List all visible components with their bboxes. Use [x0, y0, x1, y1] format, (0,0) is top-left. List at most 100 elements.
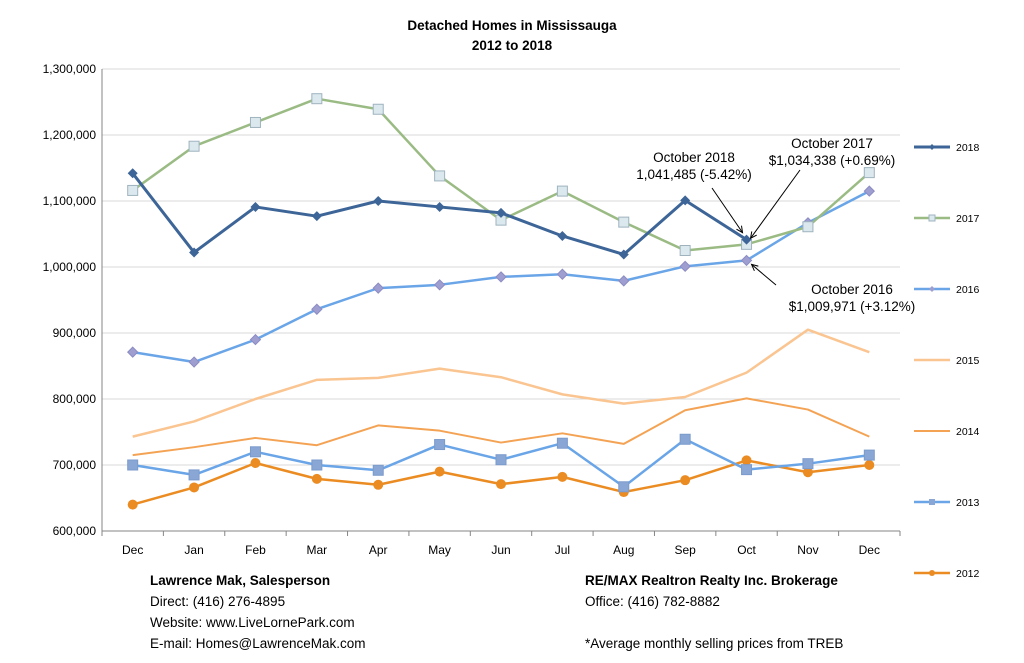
brokerage-name: RE/MAX Realtron Realty Inc. Brokerage [585, 573, 838, 588]
data-point [802, 458, 814, 470]
data-point [863, 449, 875, 461]
data-point [250, 458, 261, 469]
series-line [132, 397, 870, 457]
series-2015 [132, 328, 870, 438]
data-point [802, 467, 813, 478]
series-2013 [127, 433, 875, 493]
brokerage-info: RE/MAX Realtron Realty Inc. Brokerage Of… [585, 570, 843, 654]
data-point [556, 437, 568, 449]
data-point [372, 464, 384, 476]
y-tick-label: 1,100,000 [43, 194, 97, 208]
x-tick-label: Aug [613, 543, 634, 557]
data-point [249, 446, 261, 458]
data-point [126, 346, 139, 358]
y-tick-label: 1,200,000 [43, 128, 97, 142]
data-point [127, 184, 139, 196]
data-point [863, 185, 876, 197]
legend-item-2018: 2018 [914, 142, 980, 154]
x-tick-label: Feb [245, 543, 266, 557]
spacer [585, 612, 843, 633]
annotation-2017: October 2017 $1,034,338 (+0.69%) [749, 136, 895, 240]
data-point [741, 234, 752, 245]
data-point [188, 140, 200, 152]
data-point [189, 247, 200, 258]
data-point [434, 466, 445, 477]
data-point [864, 460, 875, 470]
legend-marker [928, 214, 936, 222]
data-point [311, 459, 323, 471]
data-point [250, 201, 261, 212]
source-note: *Average monthly selling prices from TRE… [585, 636, 844, 651]
y-tick-label: 1,300,000 [43, 62, 97, 76]
annotation-2016: October 2016 $1,009,971 (+3.12%) [750, 263, 915, 314]
x-tick-label: Mar [307, 543, 328, 557]
agent-name: Lawrence Mak, Salesperson [150, 573, 331, 588]
annotation-arrowhead [736, 225, 744, 234]
y-tick-label: 1,000,000 [43, 260, 97, 274]
legend-item-2015: 2015 [914, 355, 980, 367]
data-point [556, 268, 569, 280]
annotation-arrow [711, 187, 743, 233]
legend-marker [929, 570, 935, 576]
data-point [434, 201, 445, 212]
y-tick-label: 900,000 [53, 326, 97, 340]
data-point [249, 333, 262, 346]
x-tick-label: Apr [369, 543, 388, 557]
data-point [618, 249, 629, 260]
data-point [311, 93, 323, 105]
annotation-line1: October 2017 [791, 136, 873, 151]
legend-marker [929, 499, 935, 505]
annotation-line2: $1,009,971 (+3.12%) [789, 299, 915, 314]
data-point [249, 116, 261, 128]
chart-title: Detached Homes in Mississauga [407, 18, 617, 33]
data-point [373, 196, 384, 206]
agent-email: E-mail: Homes@LawrenceMak.com [150, 636, 366, 651]
x-tick-label: Jan [184, 543, 203, 557]
annotation-line2: 1,041,485 (-5.42%) [636, 167, 752, 182]
data-point [557, 471, 568, 482]
data-point [679, 245, 691, 256]
series-2017 [127, 93, 875, 256]
x-tick-label: Jul [555, 543, 570, 557]
legend-label: 2014 [956, 426, 980, 438]
data-point [802, 221, 814, 233]
data-point [127, 168, 138, 179]
annotation-2018: October 2018 1,041,485 (-5.42%) [636, 150, 752, 234]
data-point [188, 356, 200, 368]
legend: 2018 2017 2016 2015 2014 2013 2012 [914, 142, 980, 580]
data-point [496, 207, 506, 218]
series-2014 [132, 397, 870, 457]
data-point [372, 282, 384, 294]
data-point [372, 103, 384, 115]
x-tick-label: Dec [122, 543, 143, 557]
data-point [863, 167, 875, 179]
legend-item-2016: 2016 [914, 284, 980, 296]
data-point [679, 433, 691, 445]
legend-marker [929, 144, 935, 150]
data-point [434, 170, 446, 182]
data-point [311, 211, 322, 222]
data-point [618, 275, 630, 287]
legend-label: 2012 [956, 568, 980, 580]
annotation-line1: October 2016 [811, 282, 893, 297]
data-point [311, 303, 323, 315]
agent-contact: Lawrence Mak, Salesperson Direct: (416) … [150, 570, 366, 654]
data-point [311, 473, 322, 484]
data-point [495, 454, 507, 466]
annotation-arrow [751, 264, 777, 286]
data-point [433, 279, 446, 291]
x-tick-label: Oct [737, 543, 756, 557]
data-point [741, 455, 752, 466]
data-point [680, 475, 691, 486]
legend-item-2013: 2013 [914, 497, 980, 509]
series-line [131, 172, 748, 256]
x-tick-label: May [428, 543, 451, 557]
y-tick-label: 700,000 [53, 458, 97, 472]
data-point [557, 230, 568, 241]
legend-label: 2017 [956, 213, 980, 225]
x-tick-label: Jun [491, 543, 510, 557]
legend-label: 2018 [956, 142, 980, 154]
data-point [495, 271, 507, 283]
